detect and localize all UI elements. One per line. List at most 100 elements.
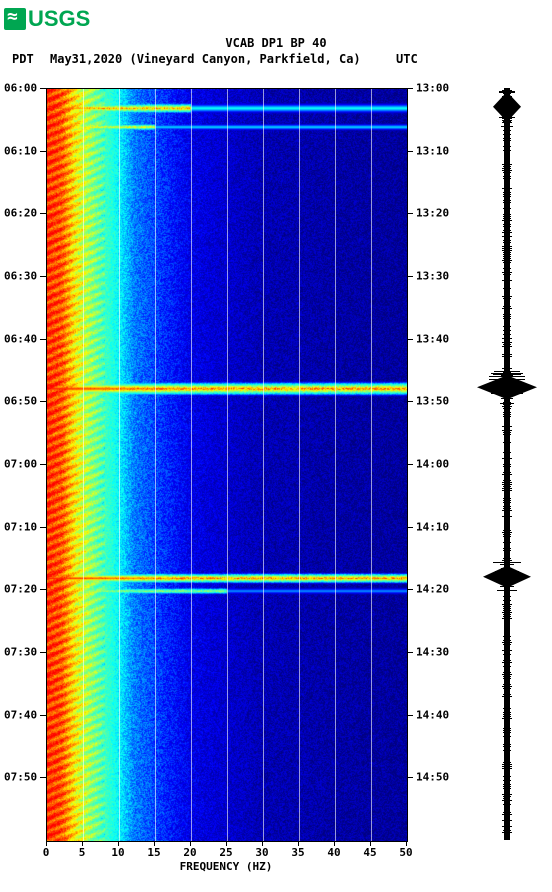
waveform-noise bbox=[504, 682, 510, 683]
waveform-noise bbox=[503, 326, 511, 327]
waveform-noise bbox=[503, 796, 512, 797]
waveform-noise bbox=[502, 686, 512, 687]
waveform-noise bbox=[505, 440, 510, 441]
waveform-noise bbox=[504, 598, 511, 599]
waveform-noise bbox=[504, 552, 509, 553]
waveform-noise bbox=[503, 636, 512, 637]
waveform-noise bbox=[504, 206, 510, 207]
waveform-noise bbox=[502, 90, 512, 91]
waveform-noise bbox=[504, 446, 510, 447]
waveform-noise bbox=[505, 544, 510, 545]
waveform-noise bbox=[505, 428, 510, 429]
waveform-noise bbox=[505, 468, 509, 469]
waveform-noise bbox=[503, 402, 511, 403]
waveform-noise bbox=[504, 700, 510, 701]
waveform-noise bbox=[505, 182, 510, 183]
waveform-noise bbox=[503, 138, 511, 139]
waveform-noise bbox=[503, 408, 510, 409]
waveform-noise bbox=[504, 152, 511, 153]
waveform-noise bbox=[503, 472, 512, 473]
waveform-noise bbox=[503, 432, 512, 433]
waveform-noise bbox=[505, 156, 509, 157]
waveform-noise bbox=[502, 280, 512, 281]
waveform-noise bbox=[502, 768, 512, 769]
waveform-noise bbox=[503, 256, 512, 257]
waveform-noise bbox=[502, 356, 511, 357]
waveform-noise bbox=[503, 708, 511, 709]
waveform-noise bbox=[503, 130, 511, 131]
waveform-noise bbox=[504, 304, 511, 305]
waveform-noise bbox=[503, 714, 512, 715]
waveform-noise bbox=[504, 720, 509, 721]
waveform-noise bbox=[504, 770, 509, 771]
waveform-noise bbox=[503, 150, 511, 151]
x-label: 10 bbox=[111, 846, 124, 859]
waveform-noise bbox=[502, 250, 511, 251]
waveform-noise bbox=[503, 550, 510, 551]
waveform-noise bbox=[502, 110, 512, 111]
waveform-noise bbox=[503, 660, 510, 661]
x-label: 15 bbox=[147, 846, 160, 859]
waveform-noise bbox=[504, 422, 510, 423]
waveform-noise bbox=[504, 668, 511, 669]
waveform-noise bbox=[503, 716, 511, 717]
waveform-noise bbox=[503, 178, 511, 179]
waveform-noise bbox=[503, 672, 511, 673]
y-tick bbox=[40, 715, 46, 716]
waveform-noise bbox=[503, 830, 512, 831]
waveform-noise bbox=[504, 292, 510, 293]
waveform-noise bbox=[502, 386, 512, 387]
waveform-noise bbox=[504, 370, 509, 371]
y-tick bbox=[407, 652, 413, 653]
x-label: 5 bbox=[79, 846, 86, 859]
y-label-right: 13:20 bbox=[416, 207, 449, 220]
waveform-noise bbox=[502, 246, 511, 247]
y-label-right: 13:50 bbox=[416, 395, 449, 408]
waveform-noise bbox=[502, 568, 511, 569]
waveform-noise bbox=[503, 412, 511, 413]
waveform-noise bbox=[503, 500, 511, 501]
waveform-noise bbox=[503, 464, 511, 465]
waveform-noise bbox=[504, 438, 510, 439]
waveform-noise bbox=[503, 536, 512, 537]
waveform-noise bbox=[503, 486, 512, 487]
waveform-noise bbox=[504, 524, 509, 525]
y-label-left: 06:00 bbox=[4, 82, 37, 95]
waveform-noise bbox=[502, 604, 512, 605]
y-label-right: 14:30 bbox=[416, 646, 449, 659]
waveform-noise bbox=[503, 176, 510, 177]
waveform-noise bbox=[503, 414, 511, 415]
waveform-noise bbox=[504, 824, 511, 825]
waveform-noise bbox=[505, 174, 509, 175]
waveform-noise bbox=[505, 664, 509, 665]
y-label-left: 07:50 bbox=[4, 771, 37, 784]
waveform-noise bbox=[504, 626, 511, 627]
y-tick bbox=[40, 88, 46, 89]
waveform-noise bbox=[502, 662, 511, 663]
waveform-noise bbox=[502, 430, 511, 431]
waveform-noise bbox=[503, 654, 510, 655]
waveform-noise bbox=[504, 592, 509, 593]
waveform-noise bbox=[502, 490, 511, 491]
waveform-noise bbox=[505, 690, 510, 691]
waveform-noise bbox=[503, 502, 511, 503]
waveform-noise bbox=[503, 712, 511, 713]
y-label-left: 07:40 bbox=[4, 708, 37, 721]
waveform-noise bbox=[503, 606, 511, 607]
waveform-noise bbox=[504, 142, 509, 143]
waveform-noise bbox=[502, 260, 512, 261]
waveform-noise bbox=[502, 820, 512, 821]
waveform-noise bbox=[502, 612, 512, 613]
waveform-panel bbox=[468, 88, 546, 840]
waveform-noise bbox=[502, 308, 512, 309]
waveform-noise bbox=[504, 806, 511, 807]
gridline bbox=[155, 89, 156, 841]
y-tick bbox=[40, 652, 46, 653]
waveform-noise bbox=[502, 826, 511, 827]
waveform-noise bbox=[502, 532, 512, 533]
waveform-noise bbox=[504, 492, 509, 493]
waveform-noise bbox=[504, 100, 510, 101]
x-tick bbox=[406, 841, 407, 846]
waveform-noise bbox=[503, 134, 511, 135]
waveform-noise bbox=[505, 88, 509, 89]
